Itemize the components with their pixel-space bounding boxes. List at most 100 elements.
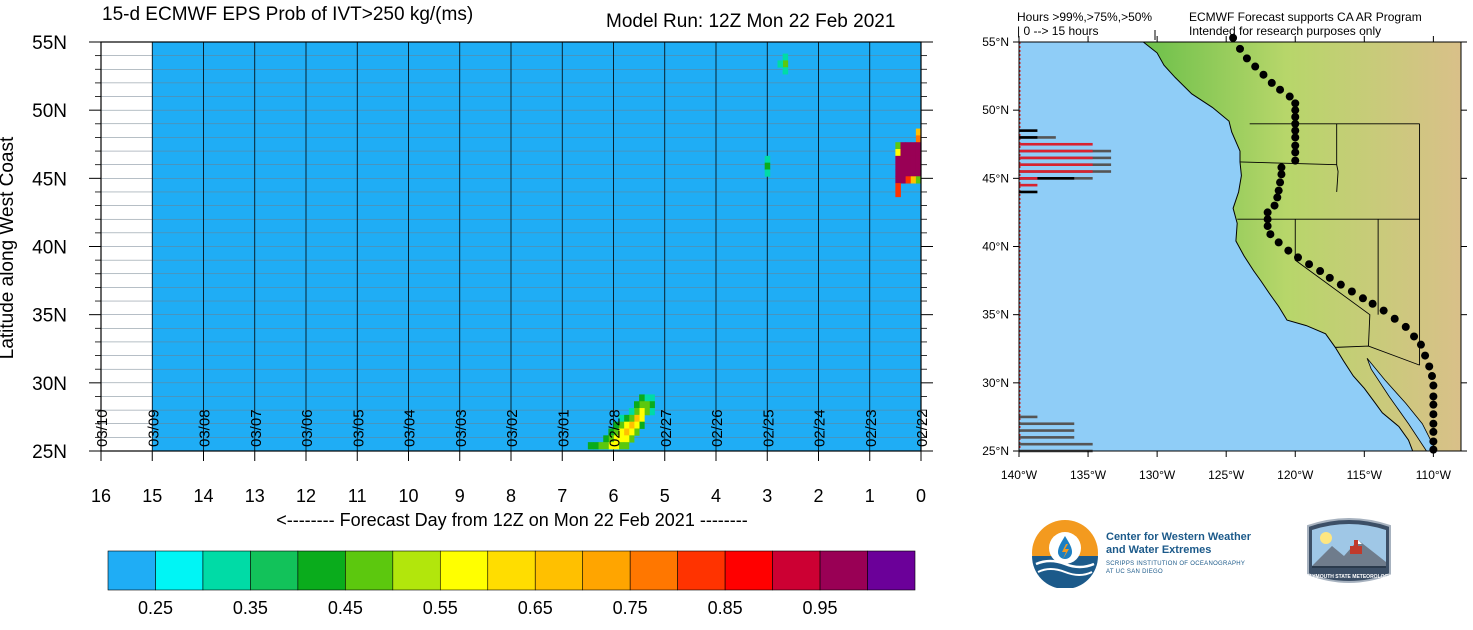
date-label: 03/07 (248, 409, 265, 447)
coast-point (1259, 70, 1268, 79)
prob-cell (905, 149, 912, 157)
colorbar-swatch (297, 550, 346, 591)
coast-point (1273, 193, 1282, 202)
date-label: 02/27 (658, 409, 675, 447)
prob-cell (900, 149, 907, 157)
prob-cell (905, 176, 912, 184)
map-x-tick-label: 140°W (1001, 468, 1038, 482)
coast-point (1270, 201, 1279, 210)
colorbar-swatch (155, 550, 204, 591)
hours-bar (1019, 163, 1093, 166)
x-tick-label: 4 (711, 486, 721, 506)
left-title: 15-d ECMWF EPS Prob of IVT>250 kg/(ms) (102, 4, 474, 25)
coast-point (1291, 112, 1300, 121)
prob-cell (618, 435, 625, 443)
plymouth-state-logo-icon: PLYMOUTH STATE METEOROLOGY (1306, 518, 1392, 583)
hours-bar (1019, 156, 1093, 160)
prob-cell (905, 142, 912, 150)
prob-cell (593, 442, 599, 450)
coast-point (1429, 381, 1438, 390)
prob-cell (905, 169, 912, 177)
prob-cell (639, 408, 645, 416)
coast-point (1285, 92, 1294, 101)
cw3e-name-line1: Center for Western Weather (1106, 531, 1252, 543)
colorbar-swatch (345, 550, 394, 591)
map-y-tick-label: 30°N (982, 376, 1009, 390)
colorbar-tick-label: 0.45 (328, 598, 363, 618)
colorbar-swatch (677, 550, 726, 591)
coast-point (1242, 54, 1251, 63)
colorbar-swatch (534, 550, 584, 591)
hours-bar (1019, 436, 1075, 439)
coast-point (1284, 246, 1293, 255)
colorbar-tick-label: 0.55 (423, 598, 458, 618)
map-x-tick-label: 120°W (1277, 468, 1314, 482)
prob-cell (905, 155, 912, 164)
map-y-tick-label: 35°N (982, 308, 1009, 322)
date-label: 02/28 (607, 409, 624, 447)
prob-cell (915, 142, 922, 150)
program-header-line1: ECMWF Forecast supports CA AR Program (1189, 10, 1422, 24)
date-label: 03/01 (555, 409, 572, 447)
y-tick-label: 30N (32, 374, 67, 395)
hours-bar (1019, 177, 1038, 180)
y-tick-label: 25N (32, 442, 67, 463)
coast-point (1429, 419, 1438, 428)
coast-point (1291, 99, 1300, 108)
map-x-tick-label: 115°W (1347, 468, 1383, 482)
colorbar-swatch (724, 550, 773, 591)
state-border (1239, 161, 1337, 166)
prob-cell (900, 142, 907, 150)
coast-point (1390, 314, 1399, 323)
prob-cell (915, 162, 922, 170)
prob-cell (895, 149, 901, 157)
prob-cell (649, 401, 655, 409)
map-y-tick-label: 50°N (982, 103, 1009, 117)
prob-cell (905, 162, 912, 170)
prob-cell (608, 442, 614, 450)
prob-cell (910, 149, 917, 157)
coast-point (1277, 170, 1286, 179)
coast-point (1274, 186, 1283, 195)
colorbar-swatch (202, 550, 251, 591)
prob-cell (777, 60, 784, 68)
x-tick-label: 15 (142, 486, 162, 506)
prob-cell (782, 67, 789, 75)
hours-bar (1019, 170, 1093, 173)
prob-cell (634, 414, 640, 423)
prob-cell (782, 60, 789, 68)
prob-cell (915, 135, 922, 143)
program-header-line2: Intended for research purposes only (1189, 24, 1382, 38)
coast-point (1277, 163, 1286, 172)
prob-cell (608, 428, 614, 436)
colorbar-swatch (487, 550, 536, 591)
cw3e-sub-line2: AT UC SAN DIEGO (1106, 569, 1163, 575)
prob-cell (915, 155, 922, 164)
coast-point (1358, 294, 1367, 303)
x-tick-label: 16 (91, 486, 111, 506)
prob-cell (910, 176, 917, 184)
map-y-tick-label: 45°N (982, 171, 1009, 185)
x-tick-label: 3 (762, 486, 772, 506)
date-label: 02/25 (760, 409, 777, 447)
state-border (1294, 219, 1371, 347)
prob-cell (915, 169, 922, 177)
coast-point (1305, 260, 1314, 269)
hours-header-line2: | 0 --> 15 hours (1017, 24, 1099, 38)
colorbar-swatch (582, 550, 631, 591)
prob-cell (623, 428, 630, 436)
prob-cell (910, 142, 917, 150)
colorbar-swatch (250, 550, 299, 591)
colorbar-tick-label: 0.75 (613, 598, 648, 618)
prob-cell (618, 428, 625, 436)
cw3e-sub-line1: SCRIPPS INSTITUTION OF OCEANOGRAPHY (1106, 561, 1246, 567)
colorbar-tick-label: 0.35 (233, 598, 268, 618)
prob-cell (613, 421, 620, 429)
prob-cell (618, 414, 625, 423)
coast-point (1263, 208, 1272, 217)
colorbar-tick-label: 0.85 (708, 598, 743, 618)
x-tick-label: 7 (557, 486, 567, 506)
x-tick-label: 5 (660, 486, 670, 506)
prob-cell (895, 142, 901, 150)
coast-point (1263, 222, 1272, 231)
